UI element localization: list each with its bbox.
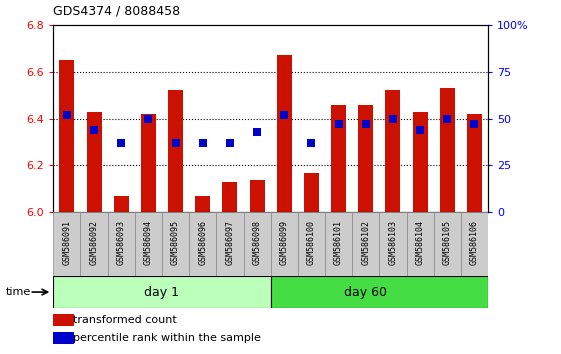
- Text: percentile rank within the sample: percentile rank within the sample: [73, 333, 261, 343]
- Bar: [434, 212, 461, 276]
- Point: [62, 112, 71, 118]
- Bar: [270, 276, 488, 308]
- Point: [252, 129, 261, 135]
- Point: [334, 121, 343, 127]
- Text: GSM586091: GSM586091: [62, 221, 71, 266]
- Bar: [80, 212, 108, 276]
- Point: [307, 140, 316, 146]
- Text: GSM586098: GSM586098: [252, 221, 261, 266]
- Text: GSM586097: GSM586097: [226, 221, 234, 266]
- Text: day 1: day 1: [145, 286, 180, 298]
- Bar: [189, 212, 217, 276]
- Bar: [461, 212, 488, 276]
- Point: [117, 140, 126, 146]
- Point: [226, 140, 234, 146]
- Bar: [325, 212, 352, 276]
- Bar: [440, 88, 455, 212]
- Bar: [59, 60, 75, 212]
- Bar: [195, 196, 210, 212]
- Point: [198, 140, 207, 146]
- Text: GSM586105: GSM586105: [443, 221, 452, 266]
- Bar: [108, 212, 135, 276]
- Text: day 60: day 60: [344, 286, 387, 298]
- Bar: [413, 112, 427, 212]
- Point: [443, 116, 452, 121]
- Text: GSM586103: GSM586103: [388, 221, 397, 266]
- Text: GSM586094: GSM586094: [144, 221, 153, 266]
- Bar: [53, 314, 74, 326]
- Text: GSM586099: GSM586099: [280, 221, 289, 266]
- Point: [144, 116, 153, 121]
- Text: GDS4374 / 8088458: GDS4374 / 8088458: [53, 5, 181, 18]
- Text: GSM586102: GSM586102: [361, 221, 370, 266]
- Bar: [162, 212, 189, 276]
- Point: [280, 112, 289, 118]
- Bar: [168, 91, 183, 212]
- Bar: [270, 212, 298, 276]
- Point: [90, 127, 99, 133]
- Point: [470, 121, 479, 127]
- Text: GSM586100: GSM586100: [307, 221, 316, 266]
- Text: GSM586092: GSM586092: [90, 221, 99, 266]
- Point: [361, 121, 370, 127]
- Bar: [385, 91, 401, 212]
- Text: transformed count: transformed count: [73, 315, 177, 325]
- Bar: [358, 104, 373, 212]
- Bar: [243, 212, 270, 276]
- Text: GSM586093: GSM586093: [117, 221, 126, 266]
- Text: time: time: [6, 287, 31, 297]
- Bar: [379, 212, 407, 276]
- Bar: [217, 212, 243, 276]
- Bar: [135, 212, 162, 276]
- Bar: [352, 212, 379, 276]
- Point: [171, 140, 180, 146]
- Text: GSM586104: GSM586104: [416, 221, 425, 266]
- Point: [416, 127, 425, 133]
- Text: GSM586096: GSM586096: [198, 221, 207, 266]
- Text: GSM586101: GSM586101: [334, 221, 343, 266]
- Bar: [53, 276, 270, 308]
- Bar: [86, 112, 102, 212]
- Text: GSM586106: GSM586106: [470, 221, 479, 266]
- Bar: [467, 114, 482, 212]
- Bar: [407, 212, 434, 276]
- Bar: [304, 172, 319, 212]
- Bar: [331, 104, 346, 212]
- Bar: [223, 182, 237, 212]
- Point: [388, 116, 397, 121]
- Bar: [250, 179, 265, 212]
- Text: GSM586095: GSM586095: [171, 221, 180, 266]
- Bar: [53, 332, 74, 344]
- Bar: [114, 196, 128, 212]
- Bar: [277, 55, 292, 212]
- Bar: [298, 212, 325, 276]
- Bar: [53, 212, 80, 276]
- Bar: [141, 114, 156, 212]
